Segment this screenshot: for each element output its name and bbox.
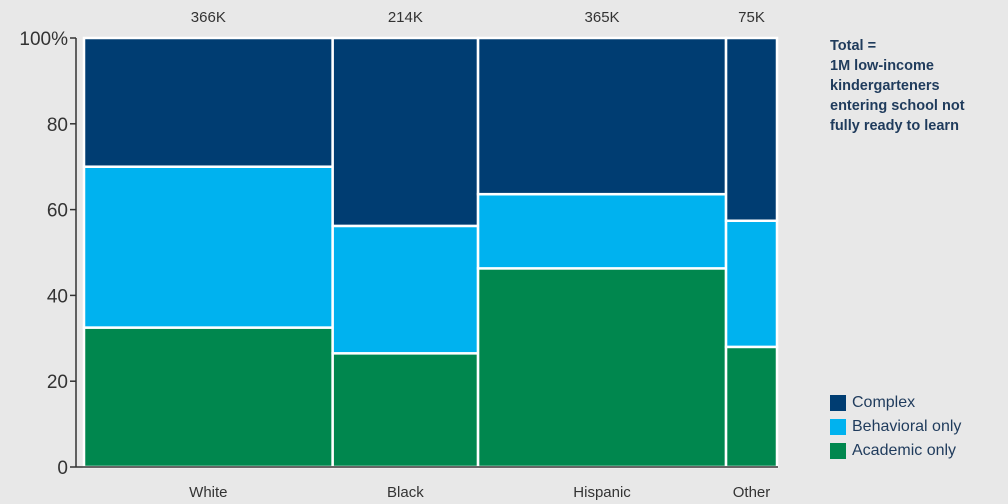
- note-line-2: 1M low-income: [830, 58, 934, 74]
- total-note: Total = 1M low-income kindergarteners en…: [830, 36, 1008, 136]
- legend-item-academic: Academic only: [830, 440, 961, 462]
- note-line-4: entering school not: [830, 98, 965, 114]
- segment-hispanic-academic-only: [476, 267, 728, 469]
- total-label-white: 366K: [191, 9, 226, 26]
- legend-label-academic: Academic only: [852, 442, 957, 459]
- category-label-black: Black: [387, 484, 424, 501]
- segment-white-complex: [82, 36, 334, 168]
- category-label-white: White: [189, 484, 227, 501]
- total-label-hispanic: 365K: [585, 9, 620, 26]
- note-line-1: Total =: [830, 38, 877, 54]
- segment-other-complex: [724, 36, 779, 223]
- segment-hispanic-behavioral-only: [476, 192, 728, 270]
- segment-other-academic-only: [724, 345, 779, 469]
- y-tick-label-40: 40: [47, 286, 68, 307]
- segment-hispanic-complex: [476, 36, 728, 196]
- y-tick-label-0: 0: [57, 458, 68, 479]
- y-tick-label-100: 100%: [19, 29, 68, 50]
- note-line-3: kindergarteners: [830, 78, 940, 94]
- y-tick-label-20: 20: [47, 372, 68, 393]
- segment-white-behavioral-only: [82, 165, 334, 329]
- y-tick-label-80: 80: [47, 115, 68, 136]
- total-label-other: 75K: [738, 9, 765, 26]
- segment-white-academic-only: [82, 326, 334, 469]
- note-line-5: fully ready to learn: [830, 118, 959, 134]
- legend-item-behavioral: Behavioral only: [830, 416, 961, 438]
- segment-black-behavioral-only: [331, 224, 480, 355]
- y-tick-label-60: 60: [47, 201, 68, 222]
- legend-item-complex: Complex: [830, 392, 961, 414]
- category-label-hispanic: Hispanic: [573, 484, 631, 501]
- segment-black-complex: [331, 36, 480, 228]
- legend-swatch-complex: [830, 395, 846, 411]
- segment-other-behavioral-only: [724, 219, 779, 349]
- legend-swatch-behavioral: [830, 419, 846, 435]
- total-label-black: 214K: [388, 9, 423, 26]
- legend-label-behavioral: Behavioral only: [852, 418, 962, 435]
- legend: Complex Behavioral only Academic only: [830, 392, 961, 464]
- legend-swatch-academic: [830, 443, 846, 459]
- legend-label-complex: Complex: [852, 394, 916, 411]
- category-label-other: Other: [733, 484, 771, 501]
- segment-black-academic-only: [331, 352, 480, 469]
